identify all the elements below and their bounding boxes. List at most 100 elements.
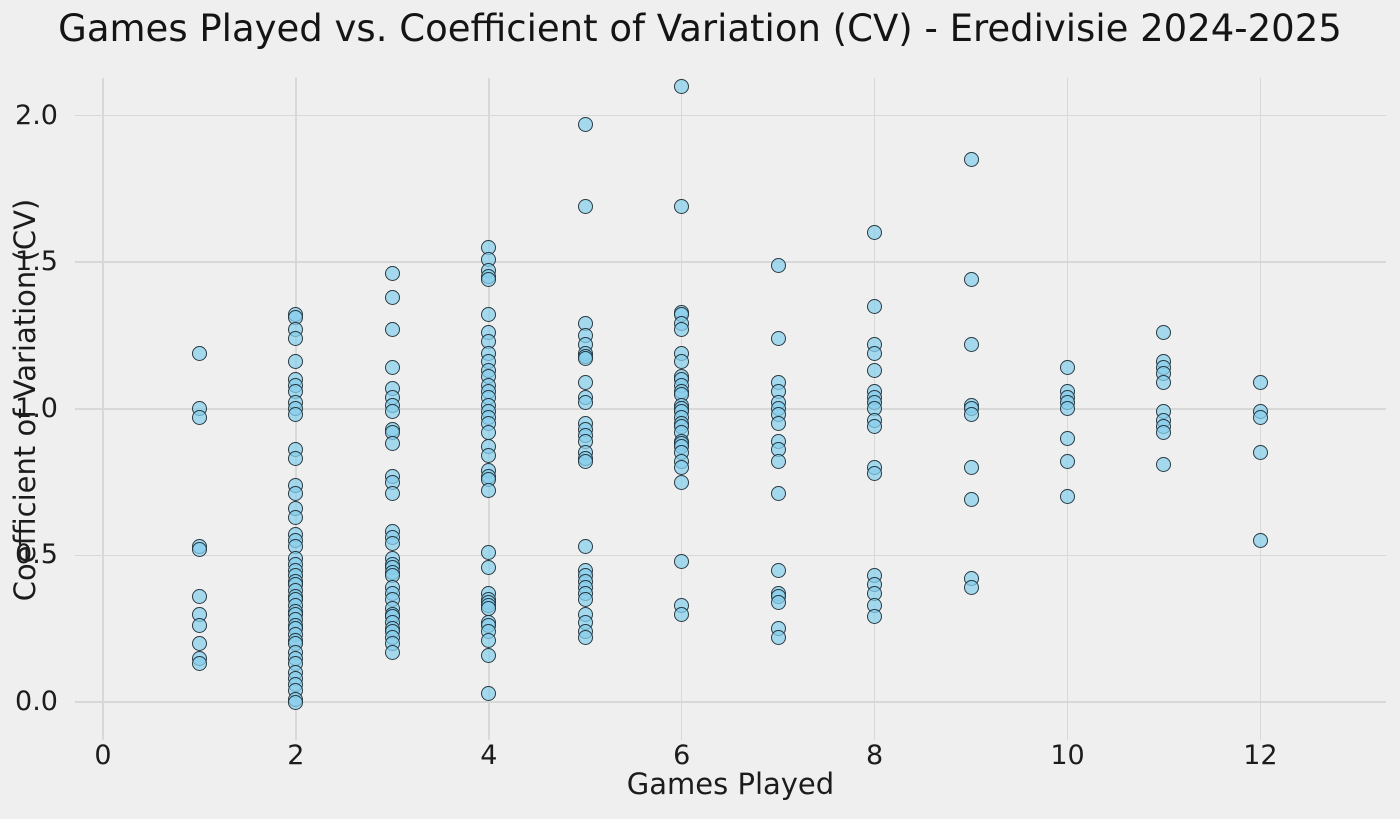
scatter-point [191, 635, 207, 651]
gridline-horizontal [75, 261, 1386, 263]
scatter-point [577, 116, 593, 132]
y-tick-label: 0.5 [15, 539, 58, 571]
scatter-point [577, 351, 593, 367]
x-axis-label: Games Played [626, 767, 835, 801]
scatter-point [963, 459, 979, 475]
scatter-point [481, 600, 497, 616]
scatter-point [1156, 457, 1172, 472]
scatter-point [963, 152, 979, 168]
scatter-point [867, 418, 883, 434]
scatter-point [481, 559, 497, 575]
scatter-point [1252, 374, 1268, 390]
scatter-point [770, 330, 786, 346]
scatter-point [577, 374, 593, 390]
scatter-point [288, 330, 304, 346]
x-tick-mark [102, 723, 104, 740]
scatter-point [384, 436, 400, 452]
scatter-point [384, 289, 400, 305]
scatter-point [384, 644, 400, 660]
scatter-point [384, 404, 400, 420]
x-tick-label: 8 [866, 740, 884, 771]
scatter-point [577, 539, 593, 555]
y-axis-label: Coefficient of Variation (CV) [8, 198, 42, 602]
scatter-point [674, 322, 690, 338]
scatter-point [1060, 454, 1075, 470]
scatter-point [1252, 410, 1268, 426]
scatter-point [191, 618, 207, 634]
scatter-point [963, 336, 979, 352]
scatter-point [384, 266, 400, 282]
chart-title: Games Played vs. Coefficient of Variatio… [58, 7, 1342, 50]
x-tick-mark [1259, 723, 1262, 740]
scatter-point [1156, 325, 1172, 341]
x-tick-mark [873, 723, 876, 740]
scatter-point [191, 542, 207, 558]
scatter-point [674, 474, 690, 490]
scatter-point [770, 415, 786, 431]
scatter-point [191, 588, 207, 604]
x-tick-label: 12 [1243, 740, 1278, 771]
x-tick-label: 6 [673, 740, 691, 771]
scatter-point [288, 509, 304, 525]
scatter-point [674, 459, 690, 475]
scatter-point [1060, 430, 1075, 446]
scatter-point [867, 363, 883, 379]
scatter-point [191, 410, 207, 426]
scatter-point [963, 580, 979, 596]
scatter-point [577, 395, 593, 411]
y-tick-label: 0.0 [15, 686, 58, 717]
scatter-point [288, 407, 304, 423]
scatter-point [288, 451, 304, 467]
scatter-point [674, 553, 690, 569]
scatter-point [770, 594, 786, 610]
x-tick-mark [488, 723, 490, 740]
scatter-point [674, 198, 690, 214]
scatter-point [674, 78, 690, 94]
scatter-point [1252, 445, 1268, 461]
x-tick-label: 4 [480, 740, 498, 771]
scatter-point [577, 198, 593, 214]
scatter-point [288, 354, 304, 370]
scatter-point [1060, 360, 1075, 376]
scatter-point [674, 354, 690, 370]
scatter-point [867, 298, 883, 314]
x-tick-label: 0 [94, 740, 112, 771]
scatter-point [577, 629, 593, 645]
scatter-point [288, 694, 304, 710]
scatter-point [963, 492, 979, 508]
scatter-point [963, 407, 979, 423]
scatter-point [577, 454, 593, 470]
scatter-point [963, 272, 979, 288]
scatter-point [770, 486, 786, 502]
scatter-point [1156, 374, 1172, 390]
y-tick-label: 1.0 [15, 392, 58, 424]
x-tick-label: 2 [287, 740, 305, 771]
scatter-point [770, 629, 786, 645]
scatter-point [481, 632, 497, 648]
scatter-point [288, 486, 304, 502]
gridline-vertical [102, 78, 104, 723]
scatter-point [674, 606, 690, 622]
scatter-point [867, 225, 883, 241]
scatter-point [577, 591, 593, 607]
scatter-point [191, 656, 207, 672]
scatter-point [1156, 424, 1172, 440]
y-tick-label: 2.0 [15, 99, 58, 131]
scatter-point [1060, 489, 1075, 505]
scatter-point [1252, 533, 1268, 549]
scatter-point [481, 544, 497, 560]
scatter-point [1060, 401, 1075, 417]
scatter-point [481, 307, 497, 323]
scatter-point [867, 609, 883, 625]
scatter-point [481, 424, 497, 440]
y-tick-label: 1.5 [15, 246, 58, 278]
scatter-point [384, 536, 400, 552]
scatter-point [481, 272, 497, 288]
gridline-horizontal [75, 114, 1386, 117]
gridline-horizontal [75, 408, 1386, 410]
scatter-point [481, 483, 497, 499]
x-tick-label: 10 [1050, 740, 1085, 771]
gridline-vertical [1259, 78, 1262, 723]
scatter-point [770, 562, 786, 578]
